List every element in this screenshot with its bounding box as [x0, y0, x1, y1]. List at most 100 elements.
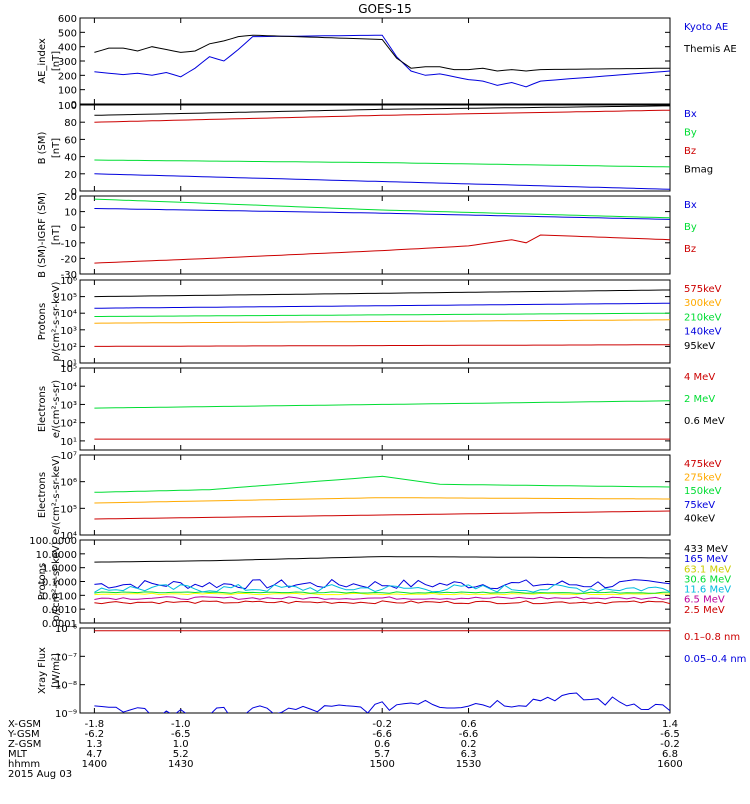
legend-entry: Kyoto AE	[684, 22, 728, 33]
y-tick-label: 10⁴	[60, 531, 77, 542]
xaxis-row-value: -6.2	[85, 729, 105, 740]
panel-frame	[79, 627, 671, 714]
y-tick-label: 100	[58, 86, 77, 97]
panel-3: -30 -20 -10 0 10 20 B (SM)-IGRF (SM) [nT] Bx By Bz	[37, 192, 697, 281]
date-label: 2015 Aug 03	[8, 769, 72, 780]
legend-entry: Bz	[684, 244, 696, 255]
panel-2: 0 20 40 60 80 100 B (SM) [nT] Bx By Bz Bmag	[37, 101, 713, 198]
y-axis-label: Protons	[37, 563, 48, 600]
legend-entry: 0.1–0.8 nm	[684, 632, 740, 643]
series-line	[94, 289, 670, 298]
series-line	[94, 583, 670, 593]
y-tick-label: -10	[61, 239, 77, 250]
y-tick-label: 10²	[60, 419, 77, 430]
y-tick-label: 1.0000	[42, 564, 77, 575]
y-tick-label: 100.0000	[29, 536, 77, 547]
legend-entry: 30.6 MeV	[684, 574, 731, 585]
y-tick-label: 10⁻⁸	[55, 681, 77, 692]
legend-entry: 433 MeV	[684, 544, 728, 555]
xaxis-row-value: 0.2	[461, 739, 477, 750]
panel-frame	[79, 195, 671, 275]
xaxis-row-value: -0.2	[372, 719, 392, 730]
series-line	[94, 591, 670, 594]
y-axis-label: Electrons	[37, 472, 48, 518]
legend-entry: 0.6 MeV	[684, 416, 725, 427]
y-tick-label: 10⁴	[60, 309, 77, 320]
series-line	[94, 105, 670, 116]
y-axis-label: Xray Flux	[37, 647, 48, 694]
xaxis-row-value: -6.5	[171, 729, 191, 740]
legend-entry: Bmag	[684, 165, 713, 176]
y-tick-label: 500	[58, 28, 77, 39]
series-line	[94, 159, 670, 168]
legend-entry: By	[684, 222, 697, 233]
panel-frame	[79, 454, 671, 536]
y-axis-label: p/(cm²-s-sr-keV)	[51, 281, 62, 361]
legend-entry: 2.5 MeV	[684, 605, 725, 616]
panel-frame	[79, 279, 671, 364]
y-tick-label: 0	[71, 187, 77, 198]
plot-title: GOES-15	[358, 2, 412, 16]
y-tick-label: 10³	[60, 326, 77, 337]
xaxis-row-value: -6.5	[660, 729, 680, 740]
y-tick-label: 10⁶	[60, 276, 77, 287]
xaxis-row-value: 4.7	[86, 749, 102, 760]
y-tick-label: 10¹	[60, 359, 77, 370]
y-tick-label: 10⁻⁶	[55, 624, 77, 635]
series-line	[94, 510, 670, 520]
y-tick-label: -20	[61, 254, 77, 265]
y-tick-label: 10³	[60, 400, 77, 411]
y-tick-label: 80	[64, 118, 77, 129]
xaxis-row-value: 1.0	[173, 739, 189, 750]
y-tick-label: 10	[64, 208, 77, 219]
legend-entry: 6.5 MeV	[684, 595, 725, 606]
legend-entry: 575keV	[684, 284, 722, 295]
legend-entry: 140keV	[684, 327, 722, 338]
series-line	[94, 596, 670, 601]
legend-entry: 4 MeV	[684, 372, 715, 383]
legend-entry: 0.05–0.4 nm	[684, 654, 746, 665]
xaxis-row-value: -0.2	[660, 739, 680, 750]
y-axis-label: Electrons	[37, 386, 48, 432]
y-tick-label: 10⁵	[60, 364, 77, 375]
legend-entry: 275keV	[684, 473, 722, 484]
panel-frame	[79, 367, 671, 451]
series-line	[94, 344, 670, 347]
legend-entry: Bz	[684, 146, 696, 157]
xaxis-row-value: 1.3	[86, 739, 102, 750]
xaxis-row-value: 1500	[369, 759, 394, 770]
panel-8: 10⁻⁹ 10⁻⁸ 10⁻⁷ 10⁻⁶ Xray Flux [W/m²] 0.1–0.8 n…	[37, 624, 746, 720]
series-line	[94, 173, 670, 190]
series-line	[94, 497, 670, 504]
y-tick-label: 10⁻⁹	[55, 709, 77, 720]
xaxis-row-value: 5.7	[374, 749, 390, 760]
xaxis-row-value: 1600	[657, 759, 682, 770]
panel-7: 0.0001 0.0010 0.0100 0.1000 1.0000 10.0000 100…	[29, 536, 731, 630]
panel-4: 10¹ 10² 10³ 10⁴ 10⁵ 10⁶ Protons p/(cm²-s-sr-keV…	[37, 276, 722, 370]
series-line	[94, 34, 670, 72]
xaxis-row-value: -1.0	[171, 719, 191, 730]
legend-entry: 300keV	[684, 298, 722, 309]
series-line	[94, 34, 670, 88]
y-tick-label: 10⁻⁷	[55, 652, 77, 663]
series-line	[94, 319, 670, 324]
legend-entry: 95keV	[684, 341, 715, 352]
series-line	[94, 312, 670, 317]
series-line	[94, 692, 670, 713]
panel-frame	[79, 104, 671, 192]
series-line	[94, 556, 670, 563]
legend-entry: Bx	[684, 109, 697, 120]
series-line	[94, 592, 670, 596]
xaxis-row-value: -6.6	[459, 729, 479, 740]
legend-entry: 63.1 MeV	[684, 564, 731, 575]
y-axis-label: Protons	[37, 303, 48, 340]
xaxis-row-value: 6.3	[461, 749, 477, 760]
series-line	[94, 302, 670, 309]
y-axis-label: [nT]	[51, 225, 62, 245]
xaxis-row-value: 1400	[82, 759, 107, 770]
xaxis-row-value: 0.6	[374, 739, 390, 750]
y-tick-label: 10⁷	[60, 451, 77, 462]
y-axis-label: e/(cm²-s-sr)	[51, 380, 62, 438]
